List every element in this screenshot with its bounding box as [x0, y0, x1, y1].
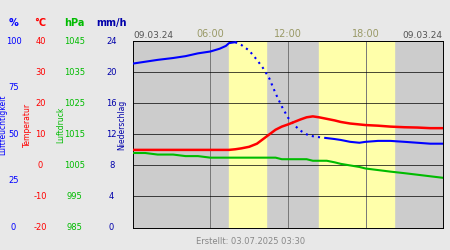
Text: hPa: hPa	[64, 18, 85, 28]
Text: 985: 985	[66, 223, 82, 232]
Text: 16: 16	[106, 99, 117, 108]
Text: 1025: 1025	[64, 99, 85, 108]
Text: 25: 25	[8, 176, 19, 186]
Text: Niederschlag: Niederschlag	[117, 100, 126, 150]
Text: 09.03.24: 09.03.24	[134, 31, 174, 40]
Text: mm/h: mm/h	[96, 18, 127, 28]
Text: 09.03.24: 09.03.24	[402, 31, 442, 40]
Text: 4: 4	[109, 192, 114, 201]
Text: 1015: 1015	[64, 130, 85, 139]
Text: 18:00: 18:00	[352, 29, 379, 39]
Text: 0: 0	[38, 161, 43, 170]
Text: 995: 995	[67, 192, 82, 201]
Text: -10: -10	[34, 192, 47, 201]
Text: Erstellt: 03.07.2025 03:30: Erstellt: 03.07.2025 03:30	[196, 236, 305, 246]
Text: 12: 12	[106, 130, 117, 139]
Text: 30: 30	[35, 68, 46, 77]
Text: 100: 100	[5, 37, 22, 46]
Text: 06:00: 06:00	[197, 29, 224, 39]
Text: 20: 20	[106, 68, 117, 77]
Text: 1045: 1045	[64, 37, 85, 46]
Text: 20: 20	[35, 99, 46, 108]
Bar	[319, 41, 394, 228]
Text: Luftfeuchtigkeit: Luftfeuchtigkeit	[0, 95, 7, 155]
Text: %: %	[9, 18, 18, 28]
Text: 50: 50	[8, 130, 19, 139]
Text: 24: 24	[106, 37, 117, 46]
Text: °C: °C	[35, 18, 46, 28]
Text: Luftdruck: Luftdruck	[56, 107, 65, 143]
Text: 1035: 1035	[64, 68, 85, 77]
Text: 10: 10	[35, 130, 46, 139]
Text: 12:00: 12:00	[274, 29, 302, 39]
Text: Temperatur: Temperatur	[22, 103, 32, 147]
Text: 40: 40	[35, 37, 46, 46]
Text: 0: 0	[11, 223, 16, 232]
Text: -20: -20	[34, 223, 47, 232]
Text: 8: 8	[109, 161, 114, 170]
Text: 75: 75	[8, 83, 19, 92]
Bar	[229, 41, 266, 228]
Text: 1005: 1005	[64, 161, 85, 170]
Text: 0: 0	[109, 223, 114, 232]
